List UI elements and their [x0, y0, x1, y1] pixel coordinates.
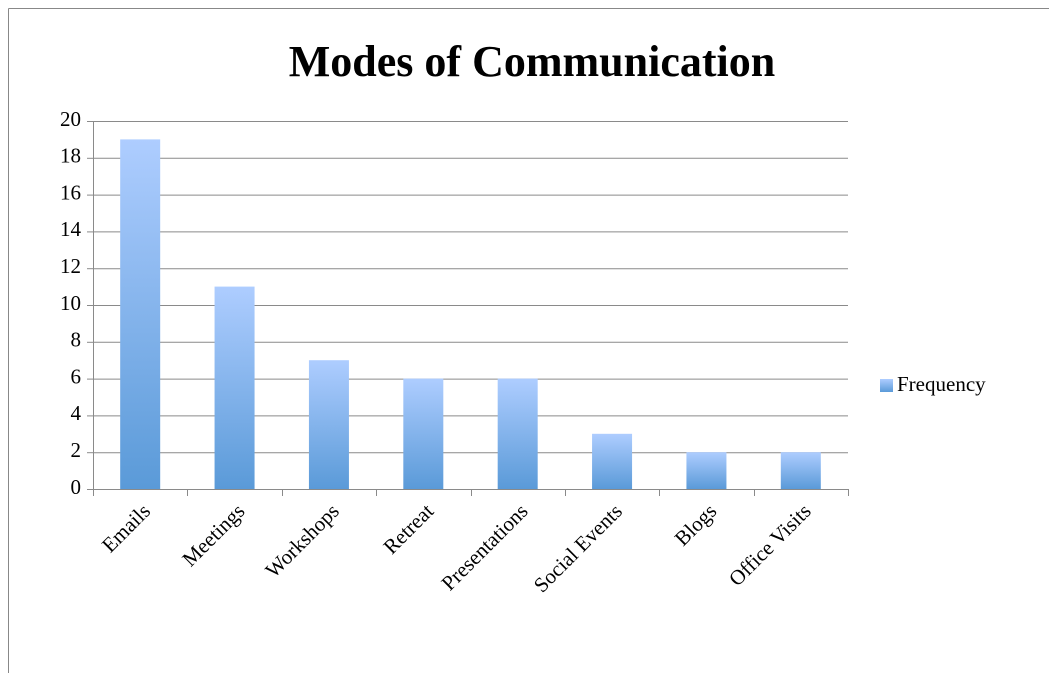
y-tick-label: 4 — [71, 401, 82, 425]
x-tick-label: Meetings — [177, 499, 249, 571]
legend-swatch — [880, 379, 893, 392]
bar — [592, 433, 633, 489]
bar — [497, 378, 538, 489]
bar — [214, 286, 255, 489]
y-tick-label: 6 — [71, 364, 82, 388]
y-tick-label: 0 — [71, 475, 82, 499]
y-tick-label: 10 — [60, 291, 81, 315]
x-tick-label: Blogs — [670, 499, 722, 551]
x-tick-label: Workshops — [260, 499, 343, 582]
x-tick-label: Retreat — [378, 499, 438, 559]
y-tick-label: 18 — [60, 144, 81, 168]
y-tick-label: 8 — [71, 328, 82, 352]
legend-label: Frequency — [897, 372, 986, 396]
y-tick-label: 14 — [60, 217, 82, 241]
bar — [308, 360, 349, 489]
bar — [686, 452, 727, 489]
x-tick-label: Emails — [97, 499, 155, 557]
bar — [780, 452, 821, 489]
y-tick-label: 12 — [60, 254, 81, 278]
bar — [120, 139, 161, 489]
y-tick-label: 20 — [60, 107, 81, 131]
x-tick-label: Presentations — [436, 499, 532, 595]
chart-title: Modes of Communication — [289, 37, 775, 86]
x-tick-label: Office Visits — [724, 499, 816, 591]
y-tick-label: 2 — [71, 438, 82, 462]
bar — [403, 378, 444, 489]
y-tick-label: 16 — [60, 180, 81, 204]
x-tick-label: Social Events — [529, 499, 627, 597]
